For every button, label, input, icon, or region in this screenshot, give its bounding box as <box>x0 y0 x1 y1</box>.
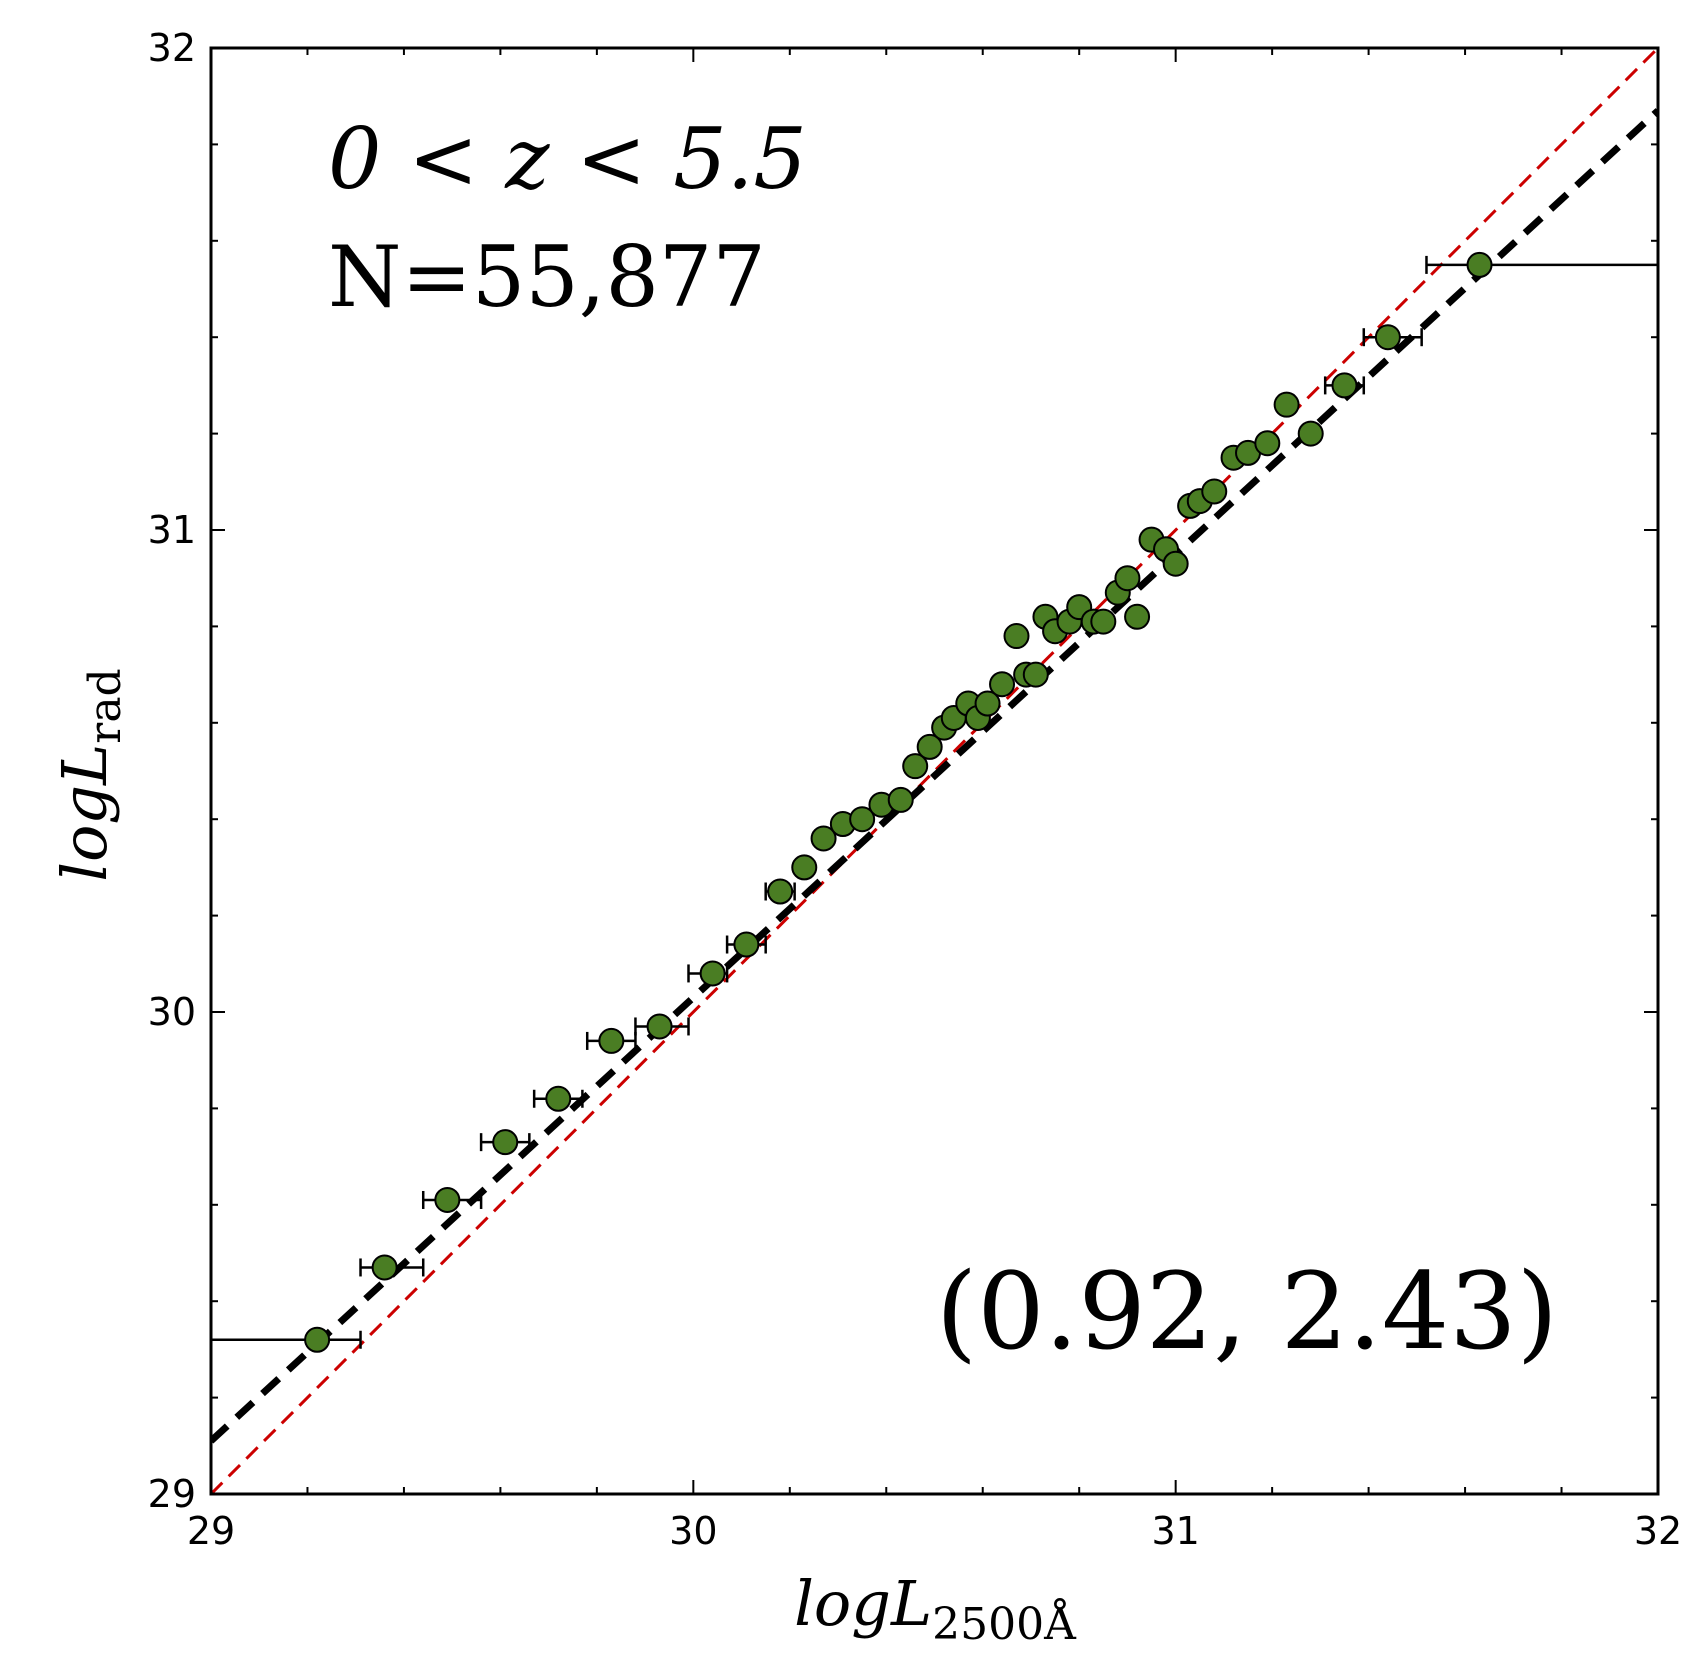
data-point <box>492 1129 519 1156</box>
redshift-range-annotation: 0 < z < 5.5 <box>328 110 807 208</box>
data-point <box>849 806 876 833</box>
y-tick-label: 30 <box>148 990 196 1034</box>
x-axis-label-sub: 2500Å <box>932 1597 1077 1650</box>
data-point <box>1297 420 1324 447</box>
data-point <box>699 960 726 987</box>
count-annotation: N=55,877 <box>328 228 766 326</box>
data-point <box>902 753 929 780</box>
y-tick-label: 31 <box>148 508 196 552</box>
data-point <box>1003 623 1030 650</box>
data-point <box>1090 608 1117 635</box>
y-tick-label: 32 <box>148 26 196 70</box>
fit-line <box>211 108 1658 1444</box>
data-point <box>371 1254 398 1281</box>
data-point <box>989 671 1016 698</box>
x-tick-label: 32 <box>1634 1509 1682 1553</box>
data-point <box>1331 372 1358 399</box>
data-point <box>791 854 818 881</box>
data-point <box>1114 565 1141 592</box>
data-point <box>1374 324 1401 351</box>
x-tick-label: 29 <box>187 1509 235 1553</box>
data-point <box>887 786 914 813</box>
y-axis-label-main: logL <box>48 744 121 882</box>
data-point <box>916 733 943 760</box>
x-tick-label: 30 <box>669 1509 717 1553</box>
data-point <box>810 825 837 852</box>
y-tick-label: 29 <box>148 1472 196 1516</box>
data-point <box>598 1027 625 1054</box>
x-axis-label-main: logL <box>794 1567 932 1640</box>
data-point <box>1022 661 1049 688</box>
data-point <box>974 690 1001 717</box>
data-point <box>1124 603 1151 630</box>
fit-params-annotation: (0.92, 2.43) <box>936 1250 1558 1373</box>
data-point <box>1466 251 1493 278</box>
plot-frame <box>209 46 1660 1496</box>
reference-line <box>211 48 1658 1494</box>
data-point <box>733 931 760 958</box>
y-axis-label-sub: rad <box>80 668 131 743</box>
x-axis-label: logL2500Å <box>794 1567 1077 1650</box>
data-point <box>1162 550 1189 577</box>
data-point <box>434 1186 461 1213</box>
x-tick-label: 31 <box>1151 1509 1199 1553</box>
data-point <box>1273 391 1300 418</box>
y-axis-label: logLrad <box>48 668 131 881</box>
data-point <box>646 1013 673 1040</box>
data-point <box>767 878 794 905</box>
data-point <box>1254 430 1281 457</box>
data-point <box>545 1085 572 1112</box>
data-point <box>1201 478 1228 505</box>
data-point <box>304 1326 331 1353</box>
